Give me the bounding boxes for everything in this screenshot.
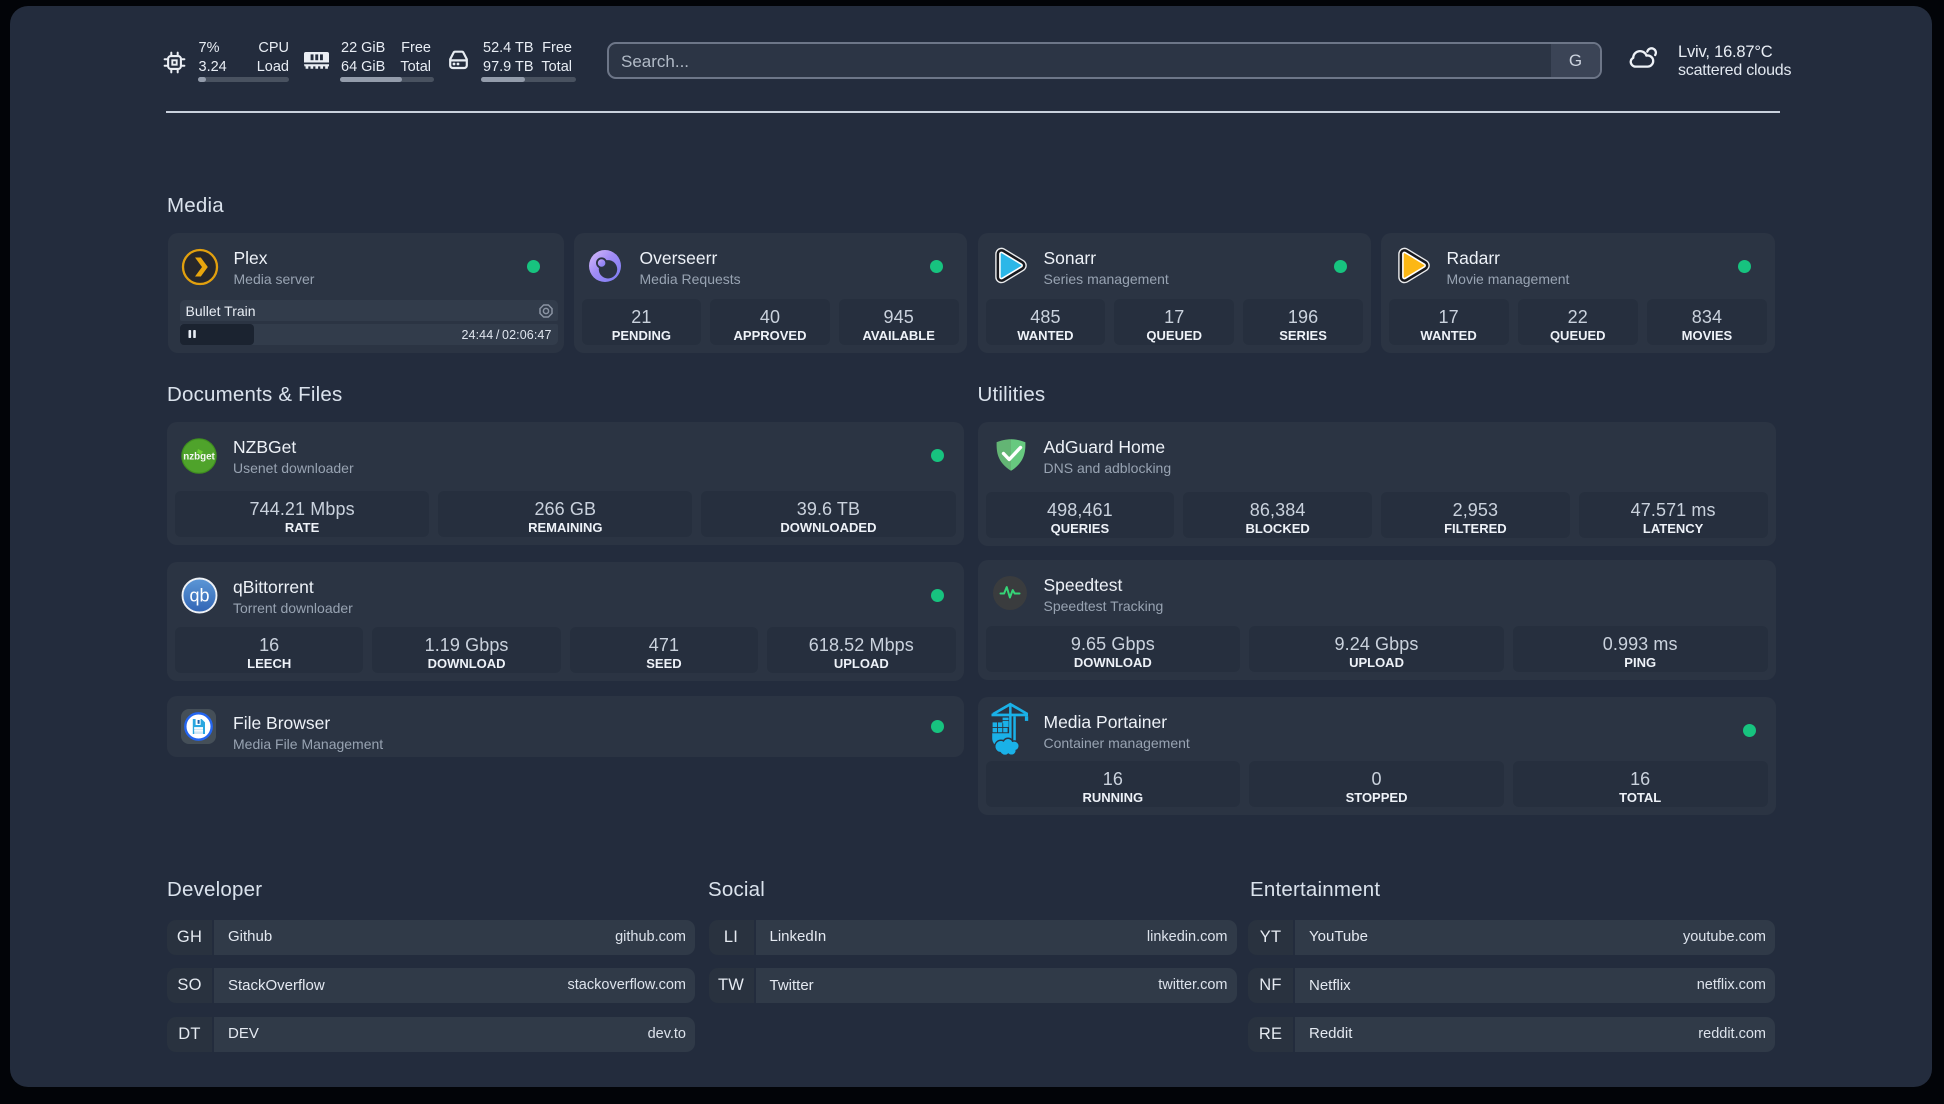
svg-text:nzbget: nzbget (183, 451, 215, 462)
svg-text:qb: qb (189, 586, 209, 606)
